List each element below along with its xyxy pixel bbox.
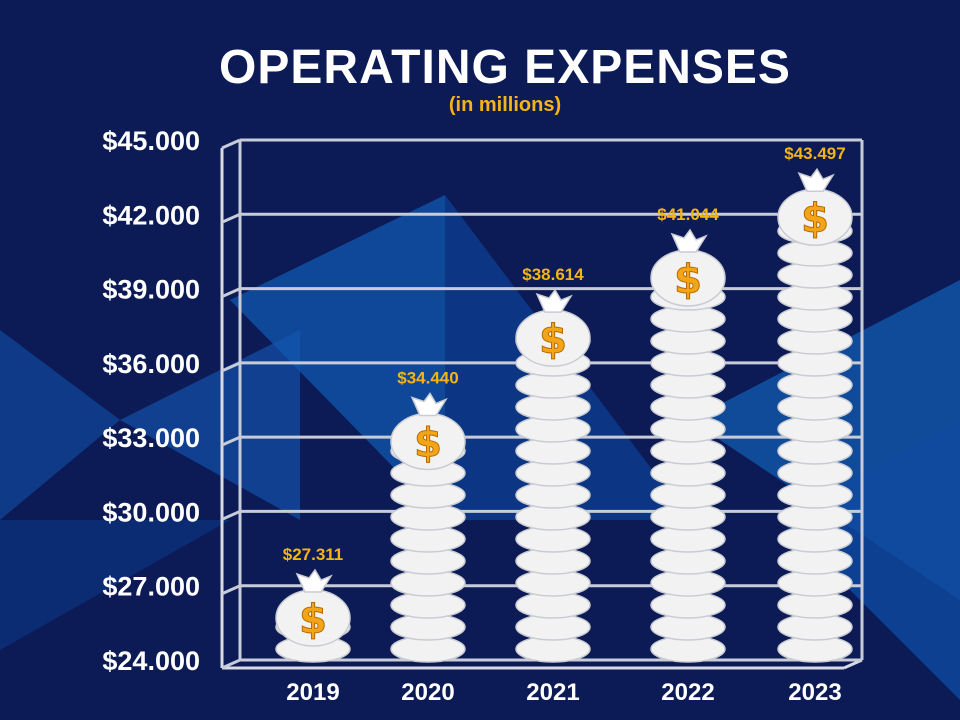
gridline-side [221, 361, 241, 373]
money-bag-bar: $ [650, 228, 726, 663]
gridline-side [221, 212, 241, 224]
y-tick-label: $45.000 [102, 126, 200, 156]
bag-tie [797, 167, 835, 192]
money-bag-bar: $ [390, 392, 466, 663]
x-tick-label: 2019 [286, 679, 339, 706]
chart-title: OPERATING EXPENSES [219, 41, 791, 94]
x-tick-label: 2021 [526, 679, 579, 706]
gridline-side [221, 584, 241, 596]
dollar-icon: $ [539, 317, 567, 363]
dollar-icon: $ [414, 420, 442, 466]
bag-tie [410, 392, 448, 417]
bag-tie [295, 568, 333, 593]
gridline-side [221, 658, 241, 670]
bag-tie [670, 228, 708, 253]
money-bag-bar: $ [515, 288, 591, 663]
plot-frame [220, 140, 864, 670]
x-tick-label: 2022 [661, 679, 714, 706]
value-label: $34.440 [397, 368, 458, 387]
gridline-side [221, 287, 241, 298]
x-tick-label: 2020 [401, 679, 454, 706]
dollar-icon: $ [801, 196, 829, 242]
money-bag-bar: $ [777, 167, 853, 663]
gridline-side [221, 510, 241, 521]
value-label: $41.044 [657, 205, 719, 224]
y-tick-label: $36.000 [102, 349, 200, 379]
chart-subtitle: (in millions) [448, 94, 562, 116]
gridline-side [221, 138, 241, 150]
value-label: $27.311 [283, 545, 344, 564]
y-tick-label: $27.000 [102, 572, 200, 602]
y-tick-label: $33.000 [102, 423, 200, 453]
dollar-icon: $ [299, 597, 327, 643]
x-tick-label: 2023 [788, 679, 841, 706]
y-tick-label: $24.000 [102, 646, 200, 676]
y-tick-label: $30.000 [102, 497, 200, 527]
value-label: $38.614 [522, 265, 584, 284]
y-tick-label: $42.000 [102, 200, 200, 230]
money-bag-bar: $ [275, 568, 351, 663]
bag-tie [535, 288, 573, 313]
y-tick-label: $39.000 [102, 275, 200, 305]
gridline-side [221, 435, 241, 447]
value-label: $43.497 [784, 144, 845, 163]
dollar-icon: $ [674, 257, 702, 303]
